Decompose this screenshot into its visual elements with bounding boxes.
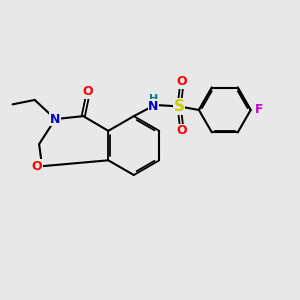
- Text: H: H: [149, 94, 158, 104]
- Text: O: O: [176, 124, 187, 137]
- Text: O: O: [176, 76, 187, 88]
- Text: F: F: [255, 103, 263, 116]
- Text: N: N: [50, 112, 61, 126]
- Text: S: S: [174, 99, 185, 114]
- Text: O: O: [32, 160, 42, 173]
- Text: O: O: [82, 85, 93, 98]
- Text: N: N: [148, 100, 159, 113]
